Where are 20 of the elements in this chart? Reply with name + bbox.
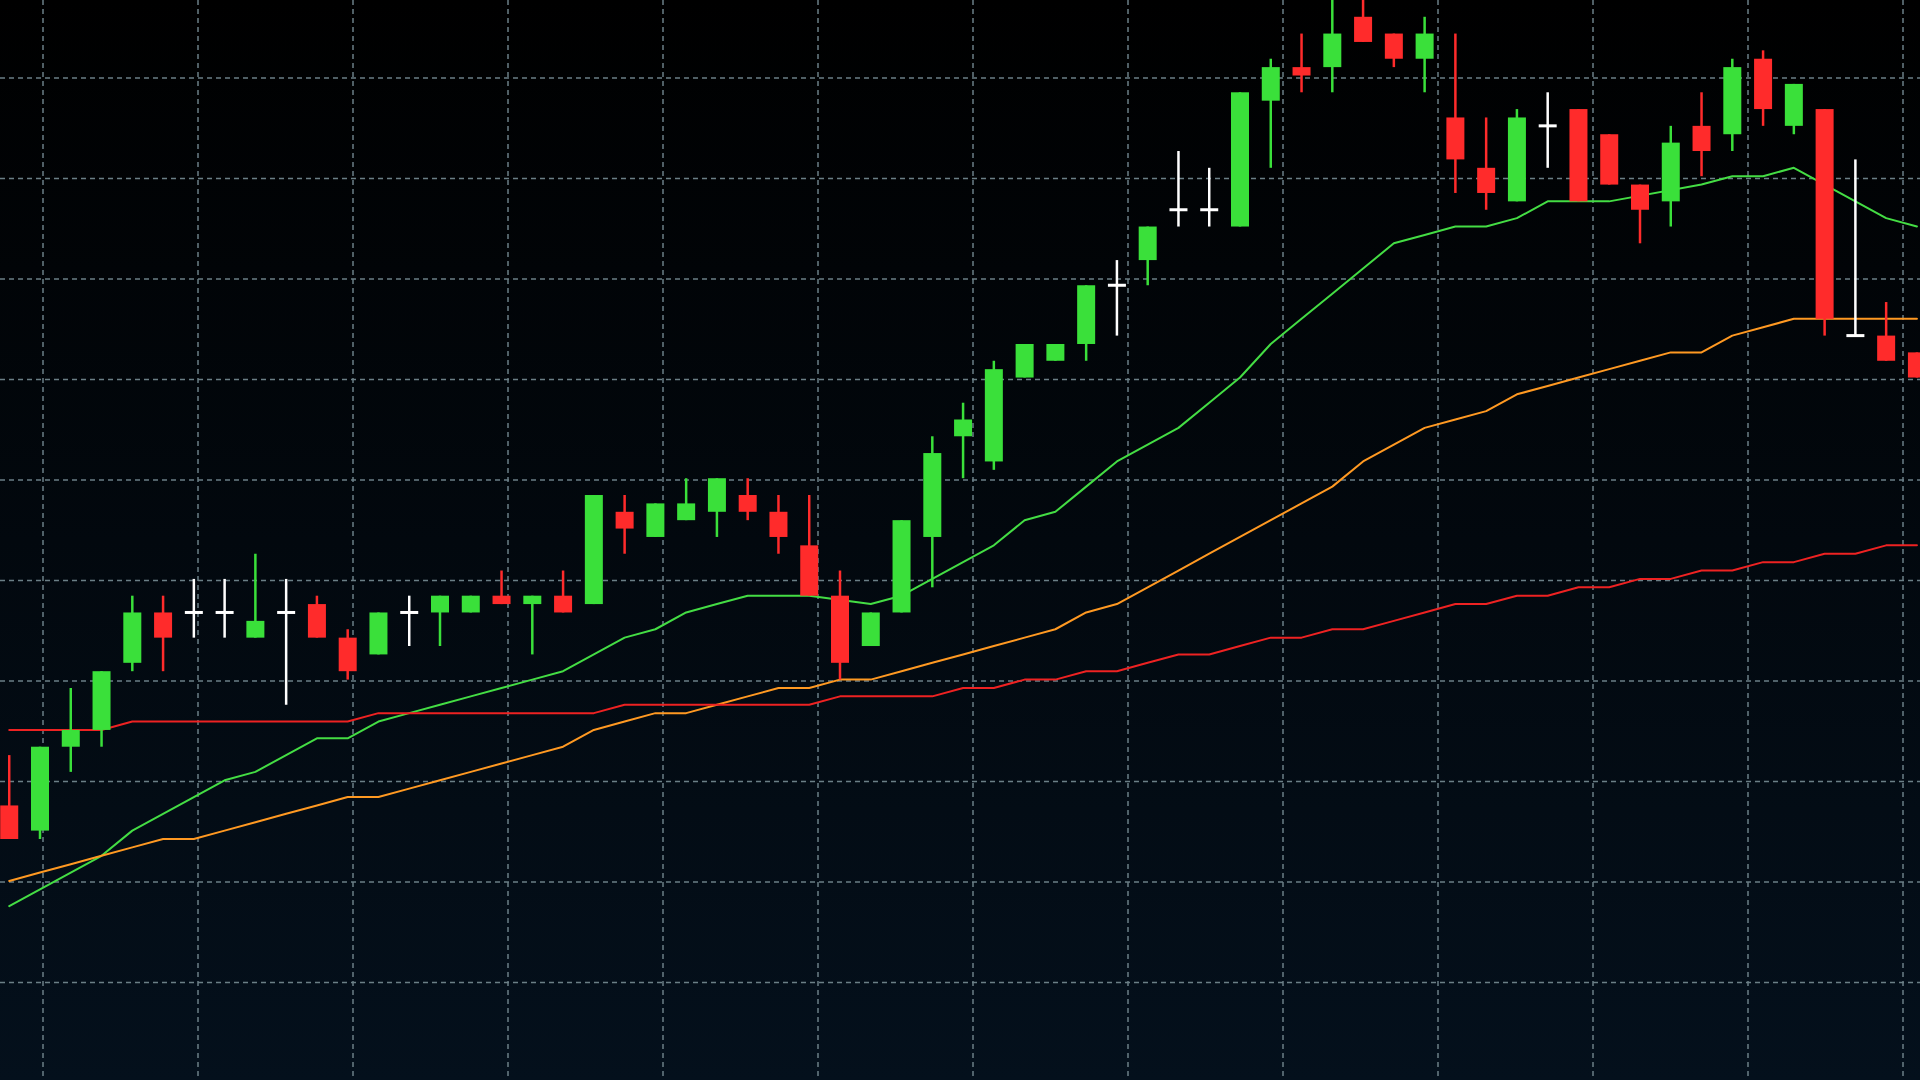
candlestick <box>1538 91 1557 170</box>
candlestick <box>677 476 696 522</box>
candlestick <box>61 686 80 774</box>
candlestick <box>1292 32 1311 94</box>
candlestick <box>954 401 973 480</box>
candlestick <box>738 476 757 522</box>
candlestick <box>431 594 449 648</box>
candlestick <box>215 577 234 639</box>
candlestick <box>246 552 265 639</box>
candlestick <box>554 569 573 614</box>
candlestick <box>1169 149 1188 228</box>
candlestick <box>1200 166 1219 228</box>
candlestick <box>400 594 419 648</box>
candlestick <box>184 577 203 639</box>
candlestick <box>492 569 511 606</box>
candlestick <box>523 594 542 656</box>
candlestick <box>277 577 296 707</box>
candlestick <box>615 493 634 555</box>
candlestick <box>1846 158 1865 338</box>
candlestick <box>1107 258 1126 337</box>
